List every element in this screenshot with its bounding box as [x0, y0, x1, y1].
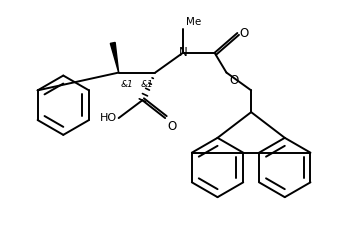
Text: O: O [167, 120, 176, 133]
Text: N: N [179, 46, 187, 59]
Text: Me: Me [186, 17, 201, 27]
Text: &1: &1 [121, 81, 133, 89]
Text: &1: &1 [141, 81, 153, 89]
Text: O: O [239, 26, 248, 40]
Polygon shape [110, 42, 119, 73]
Text: O: O [229, 74, 239, 86]
Text: HO: HO [99, 113, 117, 123]
